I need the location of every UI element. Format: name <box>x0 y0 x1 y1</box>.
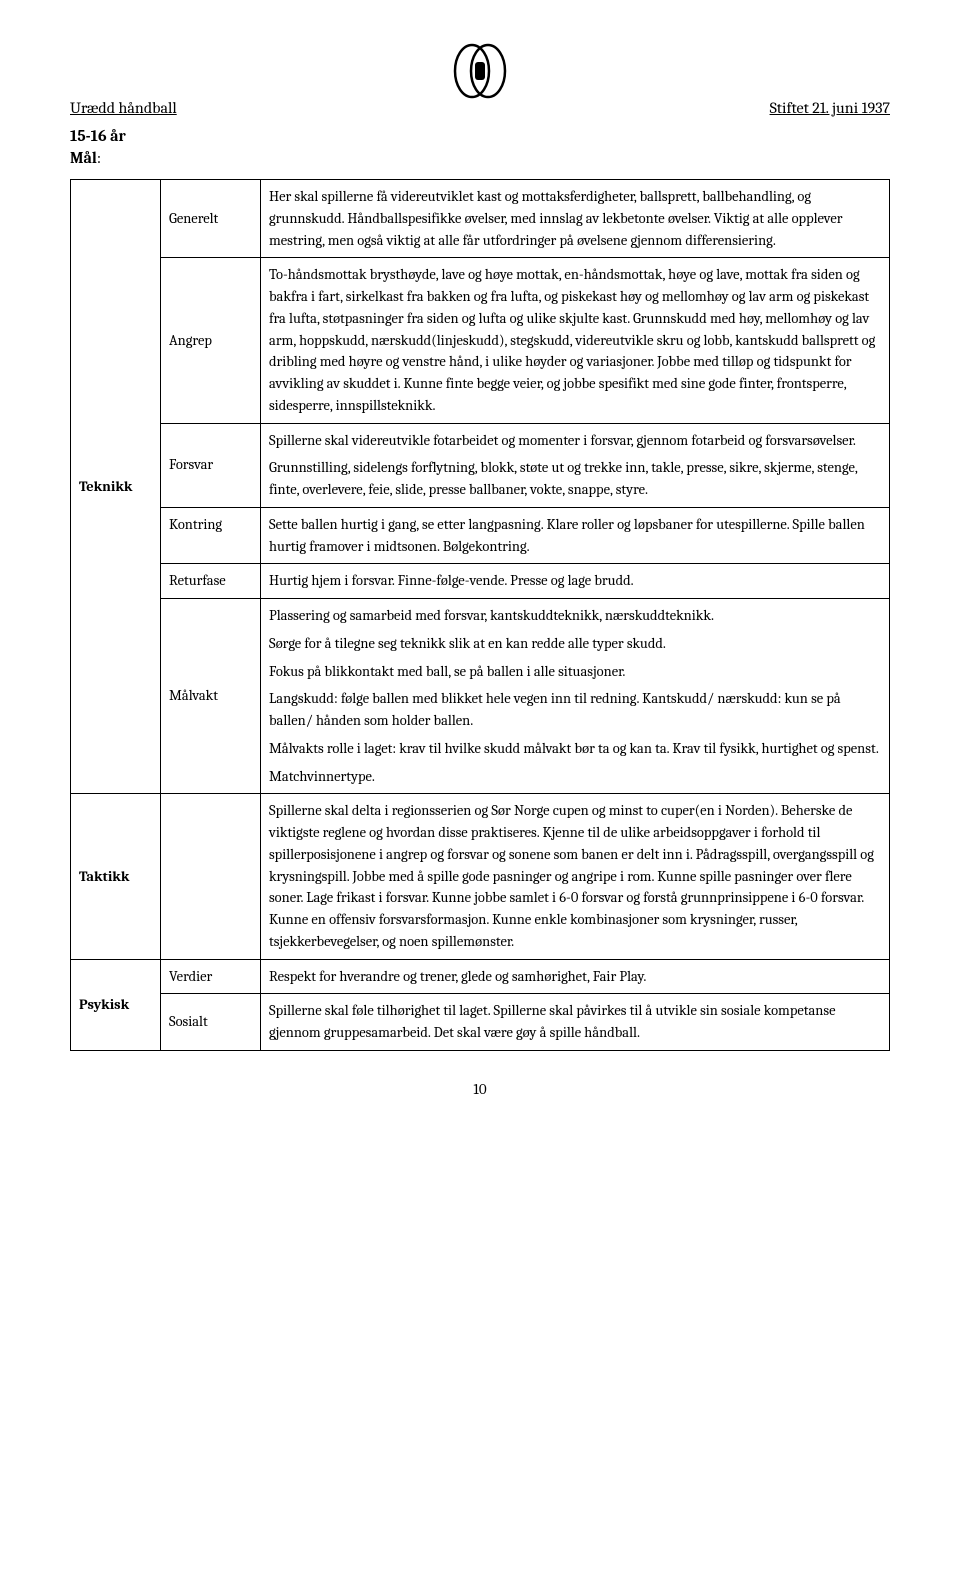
subcat-angrep: Angrep <box>161 258 261 423</box>
category-teknikk: Teknikk <box>71 180 161 794</box>
table-row: Angrep To-håndsmottak brysthøyde, lave o… <box>71 258 890 423</box>
subcat-verdier: Verdier <box>161 959 261 994</box>
header-right-text: Stiftet 21. juni 1937 <box>770 98 890 120</box>
table-row: Målvakt Plassering og samarbeid med fors… <box>71 599 890 794</box>
table-row: Psykisk Verdier Respekt for hverandre og… <box>71 959 890 994</box>
content-malvakt: Plassering og samarbeid med forsvar, kan… <box>261 599 890 794</box>
logo <box>449 40 511 107</box>
content-sosialt: Spillerne skal føle tilhørighet til lage… <box>261 994 890 1051</box>
table-row: Teknikk Generelt Her skal spillerne få v… <box>71 180 890 258</box>
subcat-generelt: Generelt <box>161 180 261 258</box>
table-row: Taktikk Spillerne skal delta i regionsse… <box>71 794 890 959</box>
content-malvakt-p5: Målvakts rolle i laget: krav til hvilke … <box>269 738 881 760</box>
table-row: Kontring Sette ballen hurtig i gang, se … <box>71 507 890 564</box>
subcat-taktikk-empty <box>161 794 261 959</box>
content-generelt: Her skal spillerne få videreutviklet kas… <box>261 180 890 258</box>
content-kontring: Sette ballen hurtig i gang, se etter lan… <box>261 507 890 564</box>
content-malvakt-p4: Langskudd: følge ballen med blikket hele… <box>269 688 881 732</box>
subcat-malvakt: Målvakt <box>161 599 261 794</box>
logo-icon <box>449 40 511 102</box>
goals-label: Mål: <box>70 148 890 170</box>
content-angrep: To-håndsmottak brysthøyde, lave og høye … <box>261 258 890 423</box>
page-number: 10 <box>70 1079 890 1099</box>
training-plan-table: Teknikk Generelt Her skal spillerne få v… <box>70 179 890 1051</box>
content-verdier: Respekt for hverandre og trener, glede o… <box>261 959 890 994</box>
content-forsvar-p2: Grunnstilling, sidelengs forflytning, bl… <box>269 457 881 501</box>
content-malvakt-p3: Fokus på blikkontakt med ball, se på bal… <box>269 661 881 683</box>
age-group: 15-16 år <box>70 126 890 148</box>
table-row: Forsvar Spillerne skal videreutvikle fot… <box>71 423 890 507</box>
content-forsvar: Spillerne skal videreutvikle fotarbeidet… <box>261 423 890 507</box>
header-left-text: Urædd håndball <box>70 98 177 120</box>
content-forsvar-p1: Spillerne skal videreutvikle fotarbeidet… <box>269 430 881 452</box>
sub-header: 15-16 år Mål: <box>70 126 890 169</box>
subcat-kontring: Kontring <box>161 507 261 564</box>
content-taktikk: Spillerne skal delta i regionsserien og … <box>261 794 890 959</box>
category-psykisk: Psykisk <box>71 959 161 1050</box>
subcat-forsvar: Forsvar <box>161 423 261 507</box>
content-returfase: Hurtig hjem i forsvar. Finne-følge-vende… <box>261 564 890 599</box>
table-row: Returfase Hurtig hjem i forsvar. Finne-f… <box>71 564 890 599</box>
subcat-sosialt: Sosialt <box>161 994 261 1051</box>
page-header: Urædd håndball Stiftet 21. juni 1937 <box>70 40 890 120</box>
table-row: Sosialt Spillerne skal føle tilhørighet … <box>71 994 890 1051</box>
content-malvakt-p1: Plassering og samarbeid med forsvar, kan… <box>269 605 881 627</box>
category-taktikk: Taktikk <box>71 794 161 959</box>
content-malvakt-p2: Sørge for å tilegne seg teknikk slik at … <box>269 633 881 655</box>
subcat-returfase: Returfase <box>161 564 261 599</box>
content-malvakt-p6: Matchvinnertype. <box>269 766 881 788</box>
